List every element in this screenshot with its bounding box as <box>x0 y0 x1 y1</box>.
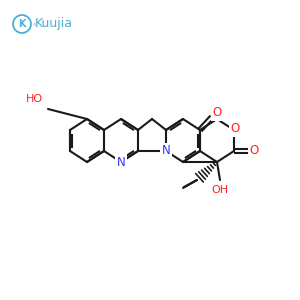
Text: O: O <box>230 122 240 136</box>
Text: N: N <box>117 155 125 169</box>
Text: O: O <box>249 145 259 158</box>
Text: OH: OH <box>212 185 229 195</box>
Text: N: N <box>162 145 170 158</box>
Text: K: K <box>18 19 26 29</box>
Text: Kuujia: Kuujia <box>35 17 73 31</box>
Text: O: O <box>212 106 222 119</box>
Text: °: ° <box>32 24 35 30</box>
Text: HO: HO <box>26 94 43 104</box>
